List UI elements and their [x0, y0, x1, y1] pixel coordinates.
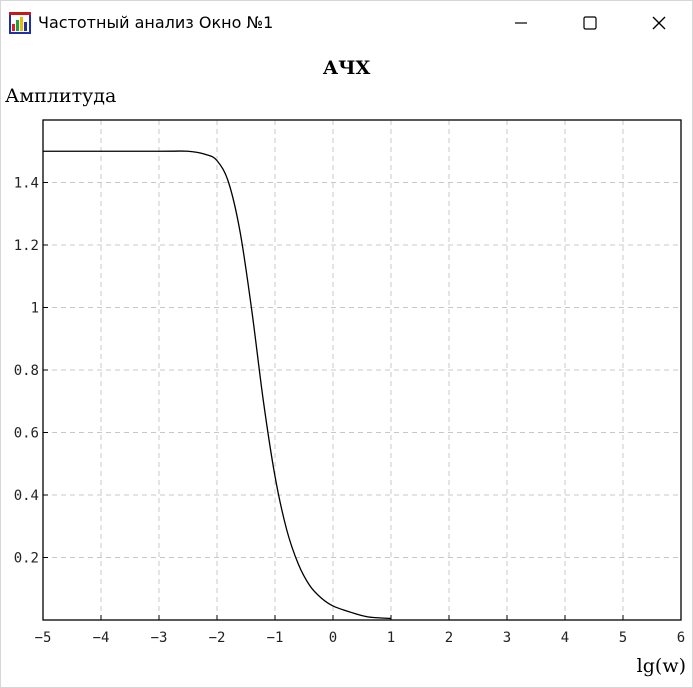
x-tick-label: 2	[445, 630, 453, 646]
x-tick-label: 1	[387, 630, 395, 646]
x-tick-label: 0	[329, 630, 337, 646]
plot-area: АЧХ Амплитуда −5 −4 −3 −2 −1 0 1 2 3 4 5 6 0.2 0.4 0.6…	[1, 45, 692, 687]
minimize-button[interactable]	[492, 1, 550, 45]
y-tick-label: 1	[31, 301, 39, 317]
afc-chart: −5 −4 −3 −2 −1 0 1 2 3 4 5 6 0.2 0.4 0.6 0.8 1 1.2 1.4	[14, 119, 685, 646]
y-tick-label: 0.8	[14, 363, 39, 379]
app-chart-icon	[9, 12, 31, 34]
afc-series-line	[42, 150, 392, 620]
y-tick-label: 0.4	[14, 488, 39, 504]
x-axis-label: lg(w)	[636, 655, 686, 677]
x-tick-label: 5	[619, 630, 627, 646]
y-axis-label: Амплитуда	[5, 85, 117, 107]
y-tick-label: 1.4	[14, 176, 39, 192]
x-tick-label: −3	[151, 630, 168, 646]
x-tick-label: −5	[35, 630, 52, 646]
title-bar[interactable]: Частотный анализ Окно №1	[1, 1, 692, 45]
y-tick-label: 0.2	[14, 551, 39, 567]
maximize-button[interactable]	[561, 1, 619, 45]
chart-title: АЧХ	[322, 57, 371, 79]
minimize-icon	[515, 22, 527, 24]
x-tick-label: −1	[267, 630, 284, 646]
x-tick-label: 4	[561, 630, 569, 646]
close-button[interactable]	[630, 1, 688, 45]
window-title: Частотный анализ Окно №1	[38, 13, 274, 32]
y-tick-label: 1.2	[14, 238, 39, 254]
x-tick-label: −4	[93, 630, 110, 646]
x-tick-label: 3	[503, 630, 511, 646]
x-tick-label: 6	[677, 630, 685, 646]
y-tick-label: 0.6	[14, 426, 39, 442]
close-icon	[652, 16, 666, 30]
x-tick-label: −2	[209, 630, 226, 646]
maximize-icon	[583, 16, 597, 30]
